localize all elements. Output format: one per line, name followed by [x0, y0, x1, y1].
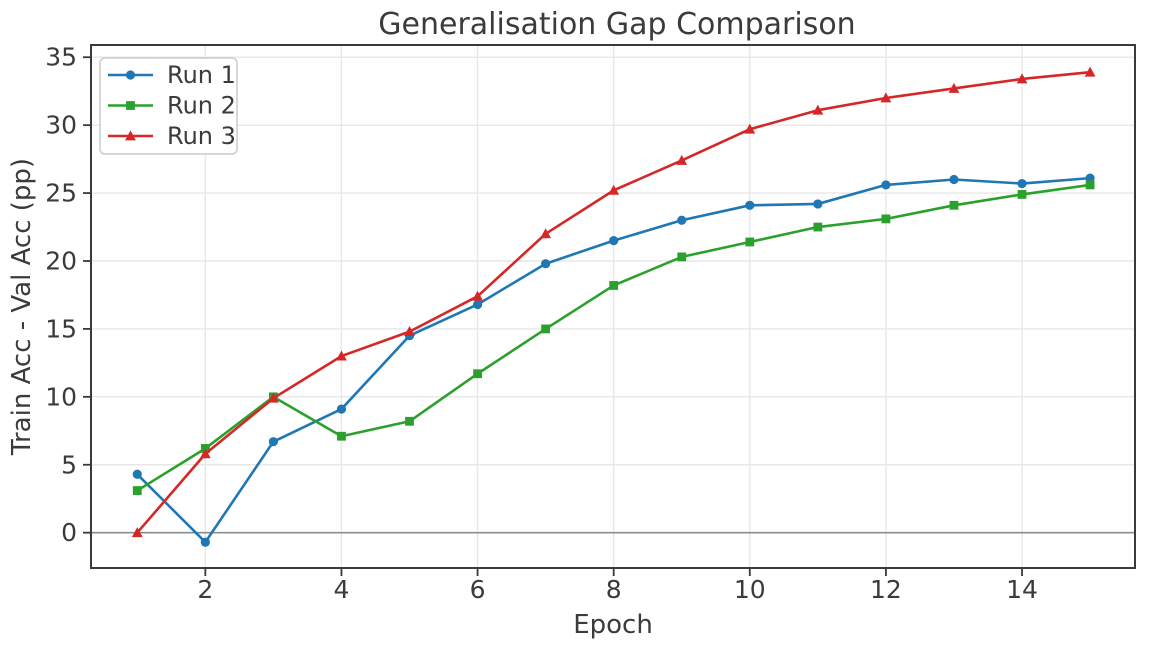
x-axis-label: Epoch	[573, 610, 653, 640]
circle-marker	[268, 437, 278, 447]
y-axis: 0 5 10 15 20 25 30 35	[45, 43, 91, 547]
x-tick-label: 8	[606, 575, 622, 604]
square-marker	[1085, 180, 1095, 190]
triangle-marker	[744, 123, 756, 134]
triangle-marker	[608, 184, 620, 195]
circle-marker	[200, 537, 210, 547]
series-run-3	[131, 66, 1096, 538]
triangle-marker	[131, 527, 143, 538]
legend-item: Run 3	[108, 122, 236, 150]
legend-label: Run 2	[167, 92, 236, 120]
square-marker	[132, 486, 142, 495]
legend-label: Run 1	[167, 61, 236, 89]
circle-marker	[336, 404, 347, 414]
series-run-1	[132, 173, 1095, 547]
y-tick-label: 15	[45, 314, 77, 343]
circle-marker	[541, 259, 551, 269]
triangle-marker	[540, 228, 552, 239]
triangle-marker	[676, 154, 688, 165]
y-tick-label: 10	[45, 382, 77, 411]
legend-box	[99, 57, 238, 155]
y-tick-label: 0	[61, 518, 77, 547]
circle-marker	[472, 299, 483, 310]
square-marker	[337, 431, 346, 441]
x-tick-label: 12	[870, 575, 902, 604]
square-marker	[881, 214, 891, 224]
y-axis-label: Train Acc - Val Acc (pp)	[7, 158, 37, 456]
triangle-marker	[125, 130, 136, 141]
y-tick-label: 30	[45, 111, 77, 140]
triangle-marker	[267, 392, 279, 403]
x-tick-label: 2	[197, 575, 213, 604]
triangle-marker	[336, 350, 347, 361]
circle-marker	[677, 215, 687, 225]
square-marker	[745, 237, 755, 247]
triangle-marker	[948, 82, 960, 93]
square-marker	[1017, 190, 1027, 199]
triangle-marker	[199, 448, 211, 459]
square-marker	[405, 416, 414, 426]
triangle-marker	[880, 92, 892, 103]
circle-marker	[1017, 178, 1027, 189]
y-tick-label: 35	[45, 43, 77, 72]
chart-title: Generalisation Gap Comparison	[378, 7, 855, 42]
square-marker	[677, 252, 687, 262]
legend-item: Run 2	[108, 92, 236, 120]
square-marker	[949, 200, 959, 210]
y-tick-label: 20	[45, 246, 77, 275]
circle-marker	[881, 180, 891, 190]
triangle-marker	[1084, 66, 1096, 77]
circle-marker	[745, 200, 755, 210]
x-tick-label: 4	[333, 575, 349, 604]
legend-label: Run 3	[167, 122, 236, 150]
circle-marker	[813, 199, 823, 209]
circle-marker	[949, 174, 959, 185]
x-tick-label: 6	[470, 575, 486, 604]
triangle-marker	[812, 104, 824, 115]
triangle-marker	[404, 326, 415, 337]
square-marker	[609, 281, 619, 290]
y-tick-label: 5	[61, 450, 77, 479]
circle-marker	[609, 236, 619, 246]
square-marker	[813, 222, 823, 232]
triangle-marker	[472, 290, 483, 301]
legend-item: Run 1	[108, 61, 236, 89]
y-tick-label: 25	[45, 179, 77, 208]
x-axis: 2 4 6 8 10 12 14	[197, 568, 1038, 604]
square-marker	[473, 369, 482, 379]
circle-marker	[132, 469, 142, 479]
triangle-marker	[1016, 73, 1028, 84]
square-marker	[126, 101, 135, 110]
circle-marker	[1085, 173, 1095, 183]
circle-marker	[125, 70, 136, 80]
x-tick-label: 14	[1006, 575, 1038, 604]
x-tick-label: 10	[734, 575, 766, 604]
square-marker	[541, 324, 551, 334]
